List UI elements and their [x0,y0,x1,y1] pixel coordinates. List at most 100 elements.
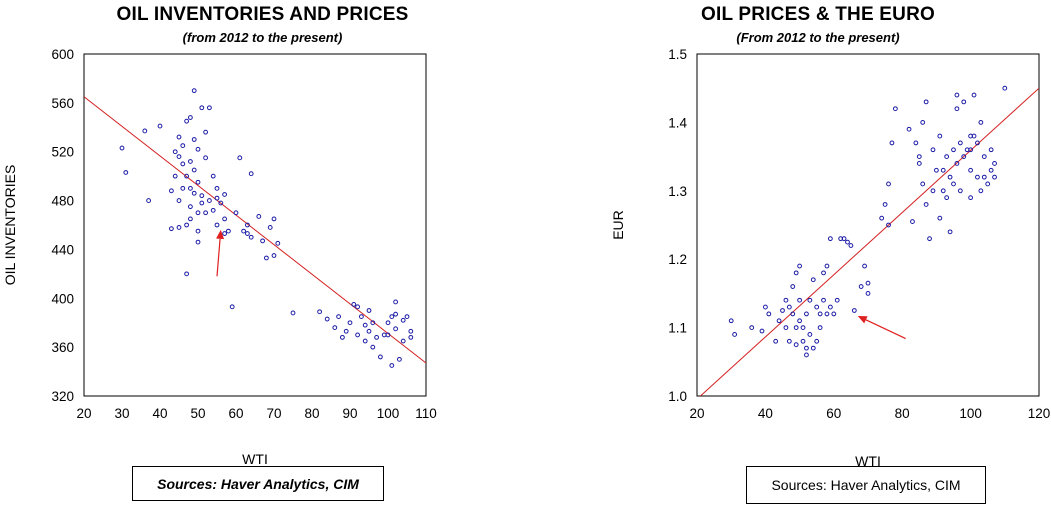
left-data-point [203,210,209,216]
left-data-point [176,154,182,160]
left-data-point [146,198,152,203]
right-data-point [886,222,891,228]
right-annotation-arrow [857,315,906,340]
right-data-point [786,338,792,344]
right-data-point [862,263,867,269]
right-data-point [957,140,963,146]
right-data-point [800,338,806,344]
right-data-point [865,291,871,296]
right-x-tick-label: 100 [959,406,982,421]
right-data-point [807,332,813,337]
right-x-tick-label: 60 [826,406,841,421]
left-data-point [184,222,190,228]
right-data-point [978,120,984,125]
left-data-point [123,170,129,175]
right-data-point [889,140,895,146]
left-data-point [404,314,410,320]
left-data-point [408,328,414,334]
right-data-point [944,154,950,160]
left-data-point [199,193,205,199]
left-data-point [191,88,197,94]
right-data-point [728,318,734,324]
left-data-point [264,255,269,261]
left-data-point [169,188,174,194]
right-source-label: Sources: Haver Analytics, CIM [771,477,961,493]
right-data-point [882,202,888,207]
right-data-point [810,277,816,283]
left-chart-panel: OIL INVENTORIES AND PRICES (from 2012 to… [0,0,525,506]
left-data-point [157,123,163,129]
right-x-tick-label: 120 [1028,406,1051,421]
left-data-point [119,145,125,151]
left-data-point [378,354,383,360]
right-data-point [927,236,932,242]
right-data-point [732,332,738,337]
left-data-point [191,190,197,196]
right-data-point [944,195,950,201]
right-data-point [800,325,806,331]
left-data-point [393,311,399,317]
right-data-point [920,181,926,187]
right-data-point [759,328,765,334]
left-data-point [385,332,391,338]
right-data-point [975,174,980,180]
left-data-point [207,105,212,111]
left-data-point [222,216,228,222]
left-data-point [362,338,368,344]
right-data-point [817,311,823,317]
right-data-point [910,219,915,224]
right-data-point [961,99,967,105]
left-y-tick-label: 480 [51,194,74,209]
left-x-tick-label: 70 [266,406,281,421]
left-data-point [393,299,399,305]
left-data-point [222,231,228,236]
right-data-point [954,106,960,112]
right-data-point [937,215,943,221]
left-data-point [385,320,391,326]
left-data-point [366,308,372,313]
right-data-point [827,236,833,242]
right-data-point [804,352,809,358]
right-data-point [797,318,803,324]
left-data-point [267,225,273,230]
right-data-point [988,167,994,173]
right-data-point [824,263,830,269]
right-data-point [947,174,953,180]
left-y-tick-label: 440 [51,242,74,257]
left-data-point [176,198,182,203]
left-data-point [176,225,182,230]
right-data-point [749,325,755,331]
right-data-point [968,147,974,153]
left-x-tick-label: 40 [152,406,167,421]
left-y-axis-label: OIL INVENTORIES [2,165,18,286]
right-data-point [930,188,936,194]
right-y-tick-label: 1.5 [668,47,687,62]
right-data-point [988,147,994,153]
right-data-point [824,311,830,317]
right-data-point [971,92,977,98]
right-data-point [934,167,939,173]
right-data-point [797,297,803,303]
left-x-tick-label: 20 [76,406,91,421]
left-data-point [408,334,414,340]
right-data-point [814,304,820,310]
right-data-point [776,318,782,324]
right-data-point [951,147,956,153]
right-data-point [766,311,772,317]
left-data-point [195,228,201,234]
right-data-point [807,297,813,303]
left-data-point [233,210,239,216]
right-x-tick-label: 80 [895,406,910,421]
right-data-point [879,215,885,221]
left-data-point [188,204,193,210]
right-data-point [930,147,936,153]
right-data-point [804,345,809,351]
right-data-point [827,304,833,310]
left-data-point [351,301,357,307]
right-plot-frame [696,53,1040,397]
right-data-point [940,167,946,173]
right-data-point [773,338,779,344]
left-data-point [226,228,231,234]
left-data-point [199,200,205,206]
right-data-point [814,338,820,344]
